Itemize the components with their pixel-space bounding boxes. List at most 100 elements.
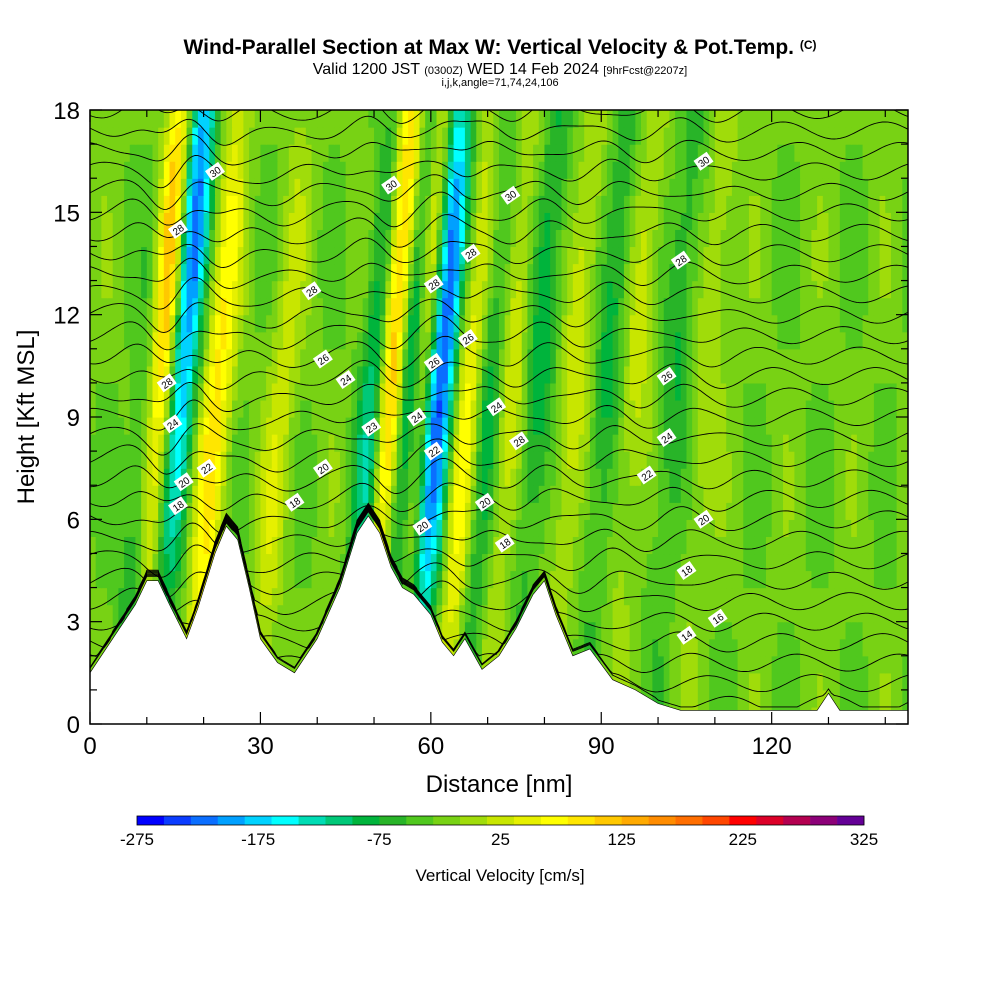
w-cell: [362, 348, 369, 367]
w-cell: [214, 297, 222, 316]
w-cell: [862, 485, 869, 503]
w-cell: [550, 263, 557, 282]
w-cell: [356, 314, 364, 333]
w-cell: [158, 553, 165, 572]
w-cell: [294, 314, 301, 333]
w-cell: [805, 263, 813, 282]
w-cell: [481, 468, 489, 486]
w-cell: [237, 246, 244, 265]
w-cell: [95, 297, 102, 316]
w-cell: [283, 638, 290, 657]
w-cell: [487, 434, 494, 452]
w-cell: [499, 297, 506, 316]
w-cell: [499, 144, 506, 162]
w-cell: [521, 485, 528, 503]
w-cell: [464, 536, 472, 555]
w-cell: [817, 621, 824, 640]
w-cell: [788, 417, 795, 435]
w-cell: [328, 365, 335, 384]
w-cell: [430, 229, 438, 248]
w-cell: [777, 314, 784, 333]
w-cell: [493, 587, 500, 606]
w-cell: [623, 434, 631, 452]
w-cell: [487, 553, 494, 572]
w-cell: [124, 331, 131, 350]
w-cell: [95, 638, 102, 657]
w-cell: [675, 689, 682, 708]
w-cell: [249, 519, 256, 537]
w-cell: [641, 280, 648, 299]
w-cell: [777, 519, 784, 537]
w-cell: [527, 161, 534, 179]
w-cell: [493, 638, 500, 657]
w-cell: [879, 144, 886, 162]
w-cell: [873, 195, 881, 213]
w-cell: [192, 246, 199, 265]
w-cell: [748, 348, 756, 367]
w-cell: [470, 399, 477, 418]
w-cell: [294, 638, 301, 657]
w-cell: [135, 178, 142, 196]
w-cell: [788, 689, 795, 708]
w-cell: [851, 587, 858, 606]
w-cell: [714, 621, 722, 640]
w-cell: [277, 536, 284, 555]
w-cell: [851, 314, 858, 333]
w-cell: [425, 331, 432, 350]
w-cell: [436, 263, 443, 282]
w-cell: [385, 365, 392, 384]
w-cell: [112, 536, 119, 555]
w-cell: [453, 348, 460, 367]
w-cell: [578, 365, 585, 384]
w-cell: [442, 246, 449, 265]
w-cell: [618, 417, 625, 435]
w-cell: [783, 280, 790, 299]
w-cell: [237, 161, 244, 179]
w-cell: [777, 229, 784, 248]
w-cell: [288, 468, 296, 486]
w-cell: [135, 144, 142, 162]
w-cell: [618, 331, 625, 350]
w-cell: [533, 553, 540, 572]
w-cell: [817, 519, 824, 537]
w-cell: [584, 246, 591, 265]
w-cell: [754, 246, 761, 265]
w-cell: [623, 331, 631, 350]
w-cell: [408, 417, 415, 435]
w-cell: [885, 365, 892, 384]
w-cell: [192, 519, 199, 537]
w-cell: [214, 314, 222, 333]
w-cell: [328, 434, 335, 452]
w-cell: [902, 655, 908, 674]
w-cell: [856, 382, 864, 401]
w-cell: [783, 536, 790, 555]
w-cell: [709, 365, 716, 384]
w-cell: [737, 604, 744, 623]
w-cell: [328, 229, 335, 248]
w-cell: [606, 280, 614, 299]
w-cell: [220, 365, 227, 384]
w-cell: [896, 638, 903, 657]
w-cell: [896, 178, 903, 196]
w-cell: [101, 485, 108, 503]
w-cell: [283, 553, 290, 572]
w-cell: [334, 417, 341, 435]
w-cell: [703, 417, 710, 435]
w-cell: [902, 587, 908, 606]
w-cell: [476, 382, 483, 401]
w-cell: [334, 434, 341, 452]
w-cell: [572, 587, 580, 606]
w-cell: [107, 161, 114, 179]
w-cell: [339, 451, 347, 469]
w-cell: [328, 502, 335, 520]
w-cell: [209, 314, 216, 333]
w-cell: [885, 638, 892, 657]
w-cell: [601, 468, 608, 486]
w-cell: [305, 348, 313, 367]
w-cell: [731, 553, 739, 572]
w-cell: [555, 536, 563, 555]
w-cell: [839, 689, 847, 708]
w-cell: [544, 178, 551, 196]
w-cell: [629, 144, 636, 162]
w-cell: [504, 365, 511, 384]
